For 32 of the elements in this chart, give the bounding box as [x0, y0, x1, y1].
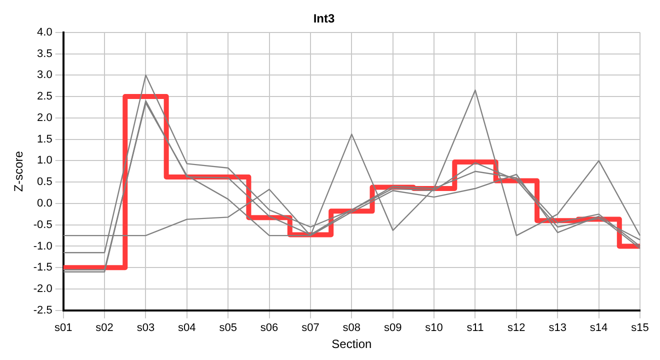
x-tick-label: s13 [548, 322, 566, 334]
y-tick-label: 4.0 [37, 26, 52, 38]
x-tick-label: s07 [302, 322, 320, 334]
y-tick-label: 2.0 [37, 112, 52, 124]
x-tick-label: s11 [466, 322, 484, 334]
y-tick-label: -1.5 [33, 262, 52, 274]
x-tick-label: s05 [219, 322, 237, 334]
x-tick-label: s12 [508, 322, 526, 334]
x-tick-label: s08 [342, 322, 361, 334]
y-tick-label: -1.0 [33, 240, 52, 252]
x-tick-label: s06 [260, 322, 278, 334]
y-axis-title: Z-score [12, 150, 26, 192]
x-tick-label: s01 [54, 322, 72, 334]
x-tick-label: s15 [631, 322, 649, 334]
y-tick-label: 2.5 [37, 90, 52, 103]
y-tick-label: -2.5 [33, 304, 52, 316]
x-tick-label: s03 [136, 322, 155, 334]
y-tick-label: 1.0 [37, 154, 52, 167]
x-tick-label: s02 [96, 322, 114, 334]
y-tick-label: 0.5 [37, 176, 52, 188]
chart-title: Int3 [313, 12, 335, 26]
x-tick-label: s14 [590, 322, 608, 334]
x-tick-label: s04 [178, 322, 196, 334]
y-tick-label: 3.0 [37, 69, 52, 82]
y-tick-label: -2.0 [33, 283, 52, 296]
x-axis-title: Section [332, 337, 372, 352]
x-tick-label: s10 [425, 322, 443, 334]
y-tick-label: 1.5 [37, 133, 52, 146]
y-tick-label: 3.5 [37, 48, 52, 60]
x-tick-label: s09 [384, 322, 402, 334]
y-tick-label: -0.5 [33, 218, 52, 231]
y-tick-label: 0.0 [37, 198, 52, 210]
